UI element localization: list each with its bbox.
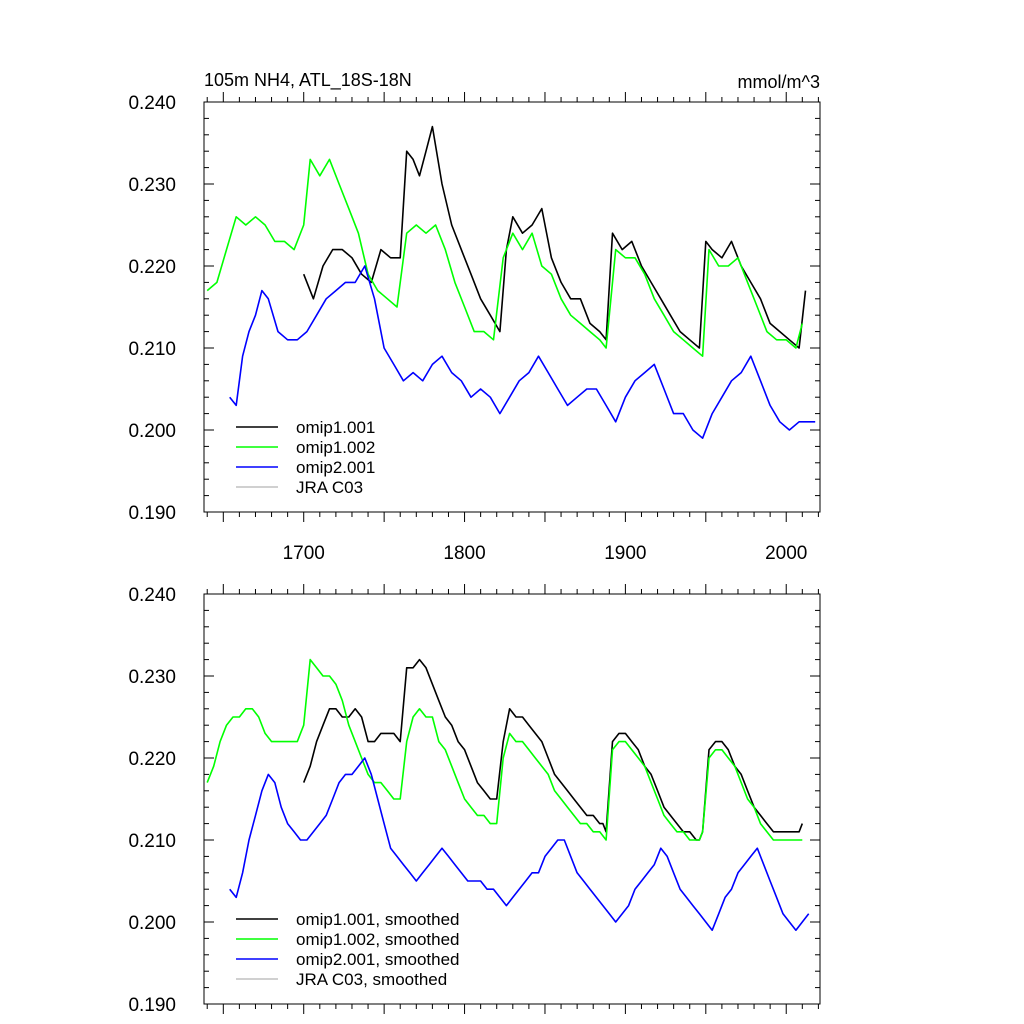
legend-label: JRA C03 [296,478,363,497]
y-tick-label: 0.200 [128,421,176,442]
y-tick-label: 0.190 [128,503,176,524]
plot-frame [203,593,821,1005]
y-tick-label: 0.230 [128,175,176,196]
legend-label: JRA C03, smoothed [296,970,447,989]
chart-title: 105m NH4, ATL_18S-18N [204,70,412,91]
legend-label: omip1.001, smoothed [296,910,460,929]
legend-label: omip2.001 [296,458,375,477]
legend-label: omip1.002 [296,438,375,457]
top-panel: 0.190 0.200 0.210 0.220 0.230 0.240 1700 1800 19… [128,92,821,564]
y-tick-label: 0.200 [128,913,176,934]
y-tick-label: 0.230 [128,667,176,688]
legend-label: omip1.001 [296,418,375,437]
series-line-omip2-001 [229,265,816,440]
x-tick-label: 1700 [283,543,325,564]
x-tick-label: 1900 [604,543,646,564]
series-line-omip1-002 [206,158,804,358]
y-tick-label: 0.190 [128,995,176,1016]
bottom-panel: 0.190 0.200 0.210 0.220 0.230 0.240 omip1.001,… [128,584,821,1016]
x-tick-label: 1800 [443,543,485,564]
series-line-omip2-001-smoothed [229,757,810,932]
plot-frame [203,101,821,513]
series-line-omip1-002-smoothed [206,658,803,841]
y-tick-label: 0.210 [128,831,176,852]
y-tick-label: 0.220 [128,257,176,278]
legend-label: omip1.002, smoothed [296,930,460,949]
units-label: mmol/m^3 [738,72,820,92]
series-line-omip1-001 [302,125,807,349]
y-tick-label: 0.240 [128,585,176,606]
y-tick-label: 0.220 [128,749,176,770]
x-tick-label: 2000 [765,543,807,564]
series-line-omip1-001-smoothed [302,658,804,841]
y-tick-label: 0.210 [128,339,176,360]
y-tick-label: 0.240 [128,93,176,114]
legend-label: omip2.001, smoothed [296,950,460,969]
